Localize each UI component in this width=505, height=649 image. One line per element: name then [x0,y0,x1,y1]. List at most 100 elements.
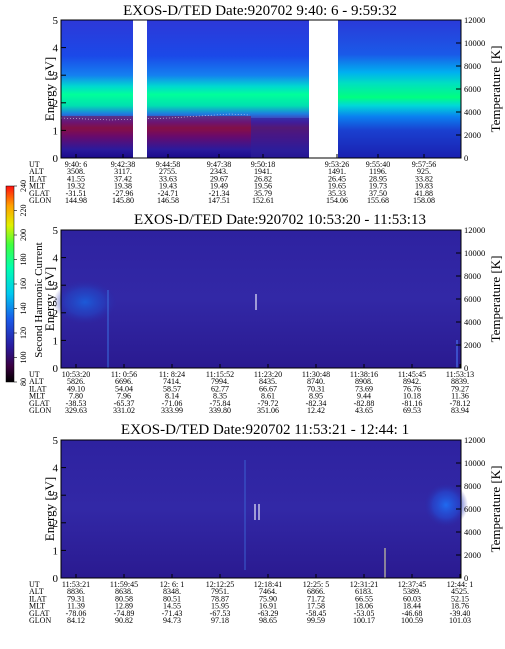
orbit-value: 8839. [451,377,469,386]
y2tick-label: 12000 [464,15,485,25]
orbit-value: 28.95 [369,174,387,183]
orbit-value: 7464. [259,587,277,596]
orbit-value: 8.35 [213,392,227,401]
orbit-value: 98.65 [259,616,277,625]
panel-2-ylabel: Energy [eV] [42,267,57,331]
orbit-value: 75.90 [259,594,277,603]
ytick-label: 3 [53,280,59,292]
panel-2-plot-bg [61,230,461,368]
orbit-value: 8638. [115,587,133,596]
ut-tick-label: 9:42:38 [111,160,135,169]
orbit-value: 54.04 [115,384,133,393]
colorbar: 80 100 120 140 160 180 200 220 240 Second Harmon… [5,180,45,386]
orbit-value: 66.55 [355,594,373,603]
orbit-value: -78.06 [66,609,87,618]
panel-1-right-band [335,20,461,158]
orbit-value: 19.56 [254,182,272,191]
colorbar-tick-label: 220 [19,205,28,217]
ytick-label: 0 [53,153,59,165]
orbit-value: 2755. [159,167,177,176]
ytick-label: 5 [53,225,59,237]
orbit-value: 19.73 [369,182,387,191]
y2tick-label: 8000 [464,481,481,491]
y2tick-label: 6000 [464,84,481,94]
orbit-row-label: UT [29,370,40,379]
panel-2-title: EXOS-D/TED Date:920702 10:53:20 - 11:53:… [134,212,426,228]
orbit-value: 18.06 [355,602,373,611]
orbit-value: 5389. [403,587,421,596]
orbit-value: 18.44 [403,602,421,611]
orbit-value: 19.32 [67,182,85,191]
colorbar-gradient [6,186,14,382]
ytick-label: 2 [53,308,59,320]
panel-2: EXOS-D/TED Date:920702 10:53:20 - 11:53:… [29,212,503,415]
orbit-value: 33.63 [159,174,177,183]
panel-2-axes: 0 1 2 3 4 5 0 2000 4000 6000 8000 10000 12000 [53,225,486,375]
orbit-value: 60.03 [403,594,421,603]
orbit-value: -53.05 [354,609,375,618]
orbit-row-label: UT [29,160,40,169]
orbit-value: 15.95 [211,602,229,611]
colorbar-tick-label: 180 [19,254,28,266]
ut-tick-label: 11:45:45 [398,370,426,379]
data-gap [133,20,147,158]
colorbar-tick-label: 240 [19,180,28,192]
orbit-value: 8942. [403,377,421,386]
orbit-value: 70.31 [307,384,325,393]
ut-tick-label: 9:40: 6 [65,160,87,169]
ut-tick-label: 11:53:21 [62,580,90,589]
y2tick-label: 8000 [464,271,481,281]
orbit-value: 145.80 [112,196,134,205]
orbit-value: 1941. [254,167,272,176]
y2tick-label: 6000 [464,294,481,304]
orbit-value: 73.69 [355,384,373,393]
ut-tick-label: 11:59:45 [110,580,138,589]
orbit-value: 78.87 [211,594,229,603]
orbit-value: 9.44 [357,392,371,401]
orbit-row-label: MLT [29,182,45,191]
orbit-value: -24.71 [158,189,179,198]
ytick-label: 2 [53,518,59,530]
orbit-row-label: GLON [29,616,51,625]
ytick-label: 5 [53,15,59,27]
orbit-value: 100.59 [401,616,423,625]
orbit-value: -31.51 [66,189,87,198]
panel-1-y2label: Temperature [K] [488,46,503,133]
ytick-label: 1 [53,335,59,347]
ytick-label: 1 [53,545,59,557]
y2tick-label: 0 [464,363,468,373]
orbit-value: 8.61 [261,392,275,401]
ut-tick-label: 11: 0:56 [111,370,137,379]
orbit-value: -27.96 [113,189,134,198]
orbit-value: 3117. [114,167,132,176]
panel-3-orbit-table: UTALTILATMLTGLATGLON11:53:218836.79.3111… [29,574,473,625]
orbit-value: 11.39 [67,602,85,611]
orbit-value: 43.65 [355,406,373,415]
orbit-value: -39.40 [450,609,471,618]
orbit-value: 6183. [355,587,373,596]
ut-tick-label: 9:57:56 [412,160,436,169]
y2tick-label: 0 [464,153,468,163]
y2tick-label: 12000 [464,435,485,445]
y2tick-label: 2000 [464,340,481,350]
orbit-value: 16.91 [259,602,277,611]
orbit-value: 101.03 [449,616,471,625]
orbit-value: 7.80 [69,392,83,401]
orbit-value: 35.79 [254,189,272,198]
ytick-label: 3 [53,490,59,502]
panel-3-ylabel: Energy [eV] [42,477,57,541]
ut-tick-label: 11:53:13 [446,370,474,379]
orbit-value: 8.95 [309,392,323,401]
orbit-value: 80.51 [163,594,181,603]
colorbar-tick-label: 80 [19,378,28,386]
orbit-value: -65.37 [114,399,135,408]
orbit-value: 144.98 [65,196,87,205]
ytick-label: 4 [53,43,59,55]
orbit-value: -71.43 [162,609,183,618]
orbit-value: 8740. [307,377,325,386]
orbit-value: 11.36 [451,392,469,401]
y2tick-label: 0 [464,573,468,583]
orbit-value: 80.58 [115,594,133,603]
orbit-value: 7994. [211,377,229,386]
ut-tick-label: 12:31:21 [350,580,378,589]
